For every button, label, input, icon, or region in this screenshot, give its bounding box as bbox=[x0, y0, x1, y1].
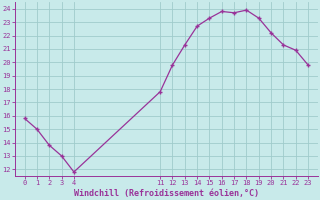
X-axis label: Windchill (Refroidissement éolien,°C): Windchill (Refroidissement éolien,°C) bbox=[74, 189, 259, 198]
